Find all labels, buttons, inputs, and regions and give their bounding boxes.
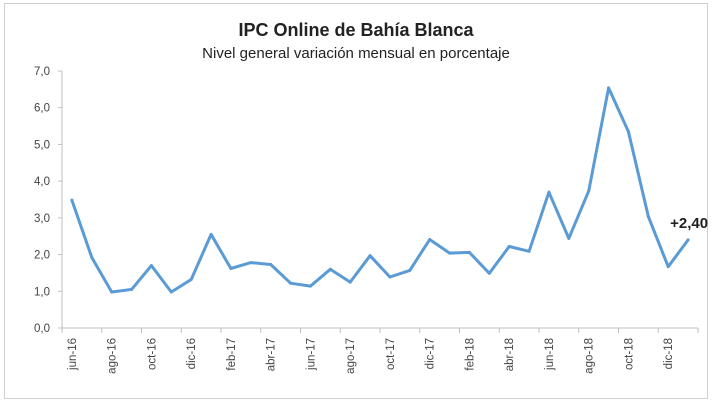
- y-tick-label: 2,0: [34, 250, 50, 262]
- x-tick-label: dic-18: [663, 338, 675, 369]
- data-point: [249, 261, 253, 265]
- chart-frame: [4, 3, 708, 399]
- data-point: [70, 198, 74, 202]
- data-point: [408, 268, 412, 272]
- x-tick-label: jun-16: [67, 338, 79, 371]
- data-label: +2,40: [670, 215, 708, 232]
- data-point: [487, 271, 491, 275]
- data-point: [189, 278, 193, 282]
- x-tick-label: ago-17: [345, 338, 357, 374]
- data-point: [428, 238, 432, 242]
- data-point: [607, 86, 611, 90]
- data-point: [666, 265, 670, 269]
- y-tick-label: 1,0: [34, 286, 50, 298]
- x-tick-label: jun-18: [544, 338, 556, 371]
- y-tick-label: 6,0: [34, 103, 50, 115]
- data-point: [169, 290, 173, 294]
- y-tick-label: 0,0: [34, 323, 50, 335]
- data-point: [110, 290, 114, 294]
- data-point: [567, 236, 571, 240]
- chart-title: IPC Online de Bahía Blanca: [238, 20, 474, 40]
- data-point: [149, 264, 153, 268]
- data-point: [448, 251, 452, 255]
- data-point: [388, 275, 392, 279]
- y-tick-label: 4,0: [34, 176, 50, 188]
- y-tick-label: 3,0: [34, 213, 50, 225]
- data-point: [646, 214, 650, 218]
- x-tick-label: oct-16: [146, 338, 158, 370]
- data-point: [686, 238, 690, 242]
- data-point: [587, 189, 591, 193]
- data-point: [229, 267, 233, 271]
- data-point: [626, 130, 630, 134]
- data-point: [90, 256, 94, 260]
- series-line: [70, 86, 690, 294]
- data-point: [308, 284, 312, 288]
- data-point: [209, 232, 213, 236]
- data-point: [328, 267, 332, 271]
- x-tick-label: feb-17: [226, 338, 238, 371]
- x-tick-label: ago-16: [107, 338, 119, 374]
- data-point: [547, 190, 551, 194]
- y-tick-label: 7,0: [34, 66, 50, 78]
- data-point: [269, 262, 273, 266]
- chart-subtitle: Nivel general variación mensual en porce…: [202, 45, 510, 62]
- data-point: [130, 287, 134, 291]
- x-tick-label: dic-17: [425, 338, 437, 369]
- x-tick-label: dic-16: [186, 338, 198, 369]
- data-point: [507, 244, 511, 248]
- data-point: [348, 280, 352, 284]
- data-point: [527, 249, 531, 253]
- data-point: [368, 254, 372, 258]
- x-tick-label: abr-18: [504, 338, 516, 371]
- x-tick-label: jun-17: [305, 338, 317, 371]
- x-tick-label: oct-17: [385, 338, 397, 370]
- x-tick-label: feb-18: [464, 338, 476, 371]
- x-tick-label: ago-18: [584, 338, 596, 374]
- data-point: [289, 281, 293, 285]
- data-point: [467, 250, 471, 254]
- y-tick-label: 5,0: [34, 139, 50, 151]
- x-tick-label: abr-17: [266, 338, 278, 371]
- x-tick-label: oct-18: [623, 338, 635, 370]
